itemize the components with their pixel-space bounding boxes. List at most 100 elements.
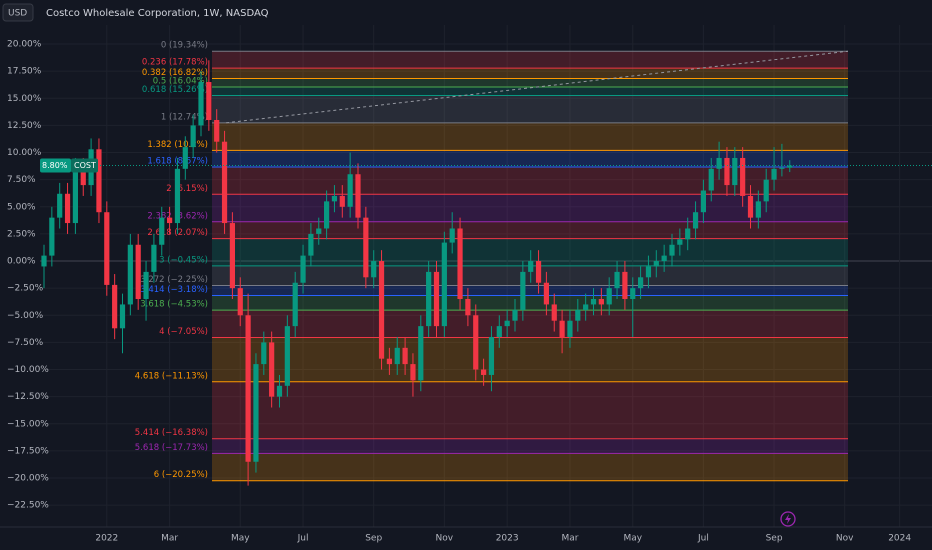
fibonacci-extension: 0 (19.34%)0.236 (17.78%)0.382 (16.82%)0.… [135,41,849,482]
x-tick-label: May [231,534,250,544]
candle-body [763,179,769,202]
fib-label: 5.414 (−16.38%) [135,428,208,438]
candle-body [481,369,487,375]
candle-body [269,342,275,397]
fib-label: 4 (−7.05%) [159,327,208,337]
x-tick-label: Sep [365,534,382,544]
fib-trend-line [225,50,849,124]
candle-body [740,157,746,196]
candle-body [410,364,416,381]
x-tick-label: Nov [436,534,454,544]
x-tick-label: May [623,534,642,544]
candle-body [104,212,110,285]
candle-body [575,309,581,321]
candle-body [284,326,290,386]
candle-body [528,261,534,272]
fib-label: 2 (6.15%) [166,184,208,194]
candle-body [551,304,557,321]
candle-body [143,271,149,300]
candle-body [80,168,86,186]
last-price-label: 8.80% [42,161,68,170]
currency-box[interactable] [2,3,34,22]
candles [41,60,793,486]
currency: USD [8,9,27,19]
candle-body [567,320,573,337]
fib-label: 0.5 (16.04%) [153,77,208,87]
candle-body [206,82,212,120]
candle-body [190,125,196,148]
x-tick-label: 2022 [95,534,118,544]
y-tick-label: 12.50% [7,121,42,131]
candle-body [473,315,479,370]
lightning-bolt [785,514,791,524]
fib-band [212,381,848,439]
fib-band [212,453,848,481]
candle-body [512,309,518,321]
candle-body [520,271,526,310]
candle-body [669,244,675,256]
y-tick-label: −22.50% [7,501,49,511]
lightning-icon[interactable] [780,511,796,527]
candle-body [64,193,71,224]
candle-body [198,82,204,126]
candle-body [685,228,691,240]
candle-body [535,261,542,283]
candle-body [167,217,173,224]
fib-label: 4.618 (−11.13%) [135,371,208,381]
candle-body [245,315,251,462]
x-tick-label: Sep [766,534,783,544]
time-axis [0,527,932,550]
fib-label: 3 (−0.45%) [159,255,208,265]
candle-body [606,288,612,305]
candle-body [261,342,267,365]
fib-band [212,221,848,239]
candle-body [457,228,463,300]
x-tick-label: Nov [836,534,854,544]
y-tick-label: 20.00% [7,40,42,50]
candle-body [488,336,495,375]
fib-band [212,295,848,311]
candle-body [653,261,659,267]
fib-band [212,78,848,88]
fib-label: 1.382 (10.2%) [147,140,208,150]
fib-label: 1 (12.74%) [161,112,208,122]
candle-body [41,255,47,267]
fib-band [212,265,848,286]
candle-body [159,217,165,245]
fib-band [212,122,848,151]
y-tick-label: 0.00% [7,257,36,267]
x-tick-label: Mar [161,534,178,544]
candle-body [127,244,133,305]
fib-label: 0.382 (16.82%) [142,68,208,78]
x-tick-label: Jul [697,534,709,544]
fib-band [212,337,848,382]
overlay: 20.00% 17.50% 15.00% 12.50% 10.00% 7.50% 5.00%… [7,40,932,511]
y-tick-label: −7.50% [7,338,44,348]
x-axis: 2022 Mar May Jul Sep Nov 2023 Mar May Jul Sep Nov 20… [95,534,911,544]
candle-body [732,157,738,186]
candle-body [151,244,157,272]
symbol-tag [71,158,98,173]
y-tick-label: −20.00% [7,474,49,484]
candle-body [661,255,667,262]
candle-body [292,282,298,327]
candle-body [747,195,754,218]
candle-body [378,261,385,359]
candle-body [72,168,78,224]
y-tick-label: 15.00% [7,94,42,104]
candle-body [598,299,604,305]
candle-body [394,347,400,365]
candle-body [496,326,502,337]
candle-body [174,168,181,224]
y-tick-label: 5.00% [7,202,36,212]
x-tick-label: Mar [561,534,578,544]
candle-body [418,326,424,381]
fib-label: 3.272 (−2.25%) [140,275,208,285]
candle-body [716,157,722,169]
candle-body [339,195,345,207]
last-price-tag [40,158,71,173]
chart-title: Costco Wholesale Corporation, 1W, NASDAQ [46,8,269,19]
fib-label: 0.618 (15.26%) [142,85,208,95]
